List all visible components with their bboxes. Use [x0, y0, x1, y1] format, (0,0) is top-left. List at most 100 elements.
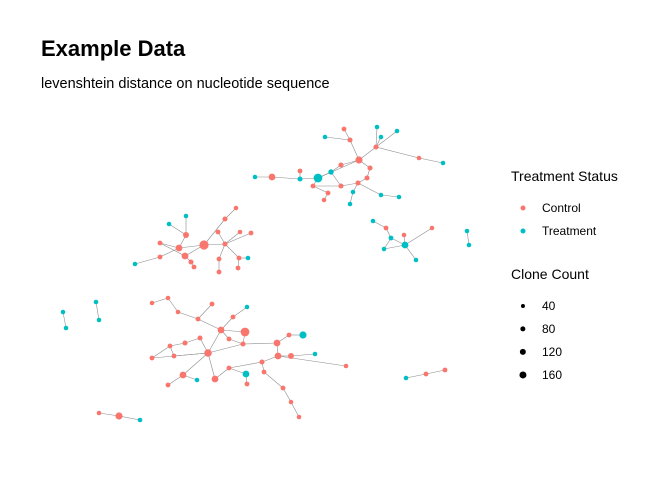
network-edge: [324, 136, 351, 141]
network-node: [222, 216, 228, 222]
network-node: [268, 173, 276, 181]
network-node: [216, 256, 222, 262]
network-node: [338, 162, 344, 168]
legend-label-size-120: 120: [542, 345, 563, 359]
network-node: [182, 340, 188, 346]
network-node: [286, 332, 292, 338]
legend-item-size-40: 40: [511, 294, 589, 317]
network-edge: [224, 231, 241, 245]
network-edge: [330, 171, 342, 187]
network-node: [226, 336, 232, 342]
network-node: [183, 232, 189, 238]
network-node: [355, 156, 363, 164]
size-key-120: [519, 348, 527, 356]
network-edge: [224, 243, 240, 259]
treatment-color-key: [520, 228, 526, 234]
network-node: [171, 353, 177, 359]
network-node: [175, 244, 183, 252]
network-edge: [375, 130, 398, 148]
network-edge: [224, 207, 237, 220]
network-node: [211, 375, 219, 383]
network-node: [328, 169, 334, 175]
network-node: [149, 300, 155, 306]
network-edge: [349, 139, 360, 161]
network-node: [166, 221, 172, 227]
network-node: [199, 240, 209, 250]
network-edge: [218, 243, 226, 260]
size-key-40: [520, 303, 526, 309]
network-edge: [383, 244, 406, 250]
network-node: [381, 246, 387, 252]
network-node: [183, 213, 189, 219]
network-node: [373, 144, 379, 150]
size-key-160: [519, 371, 527, 379]
size-key-80: [520, 326, 526, 332]
legend-item-size-80: 80: [511, 317, 589, 340]
network-node: [167, 343, 173, 349]
legend-item-size-160: 160: [511, 363, 589, 386]
network-edge: [340, 182, 359, 187]
network-node: [96, 317, 102, 323]
network-node: [194, 377, 200, 383]
legend-label-size-160: 160: [542, 368, 563, 382]
network-edge: [312, 185, 329, 194]
network-edge: [134, 256, 161, 265]
network-node: [403, 375, 409, 381]
network-node: [149, 355, 155, 361]
network-edge: [425, 369, 446, 375]
network-edge: [203, 218, 226, 246]
size-legend-title: Clone Count: [511, 266, 589, 282]
network-node: [240, 327, 250, 337]
network-node: [215, 229, 221, 235]
network-node: [383, 225, 389, 231]
network-node: [93, 299, 99, 305]
network-edge: [207, 343, 244, 354]
network-edge: [159, 247, 180, 258]
legend-label-control: Control: [542, 201, 581, 215]
network-node: [322, 134, 328, 140]
color-legend: Treatment Status Control Treatment: [511, 168, 618, 242]
network-edge: [228, 361, 263, 369]
network-node: [242, 370, 250, 378]
network-node: [195, 316, 201, 322]
network-edge: [375, 126, 378, 148]
network-node: [217, 326, 225, 334]
network-edge: [62, 311, 67, 329]
network-node: [237, 229, 243, 235]
network-node: [191, 264, 197, 270]
network-node: [197, 335, 203, 341]
network-edge: [357, 182, 382, 196]
network-node: [401, 241, 409, 249]
network-edge: [466, 230, 470, 246]
network-node: [226, 365, 232, 371]
network-node: [370, 218, 376, 224]
network-edge: [167, 297, 179, 313]
network-node: [244, 304, 250, 310]
network-node: [355, 180, 361, 186]
network-edge: [263, 371, 284, 389]
network-node: [233, 205, 239, 211]
network-edge: [207, 329, 222, 354]
network-edge: [224, 232, 252, 245]
network-node: [274, 352, 282, 360]
network-edge: [271, 176, 301, 180]
network-edge: [207, 352, 216, 380]
chart-title: Example Data: [41, 36, 186, 61]
network-edge: [182, 352, 209, 376]
chart-subtitle: levenshtein distance on nucleotide seque…: [41, 76, 330, 92]
edge-layer: [62, 126, 470, 421]
network-node: [216, 269, 222, 275]
network-node: [157, 240, 163, 246]
network-node: [204, 349, 212, 357]
legend-label-treatment: Treatment: [542, 224, 597, 238]
size-legend: Clone Count 40 80 120 160: [511, 266, 589, 386]
network-node: [244, 381, 250, 387]
network-edge: [197, 303, 213, 320]
network-edge: [168, 223, 187, 236]
network-node: [394, 128, 400, 134]
network-edge: [277, 355, 347, 367]
network-edge: [184, 337, 201, 344]
network-edge: [405, 373, 427, 379]
